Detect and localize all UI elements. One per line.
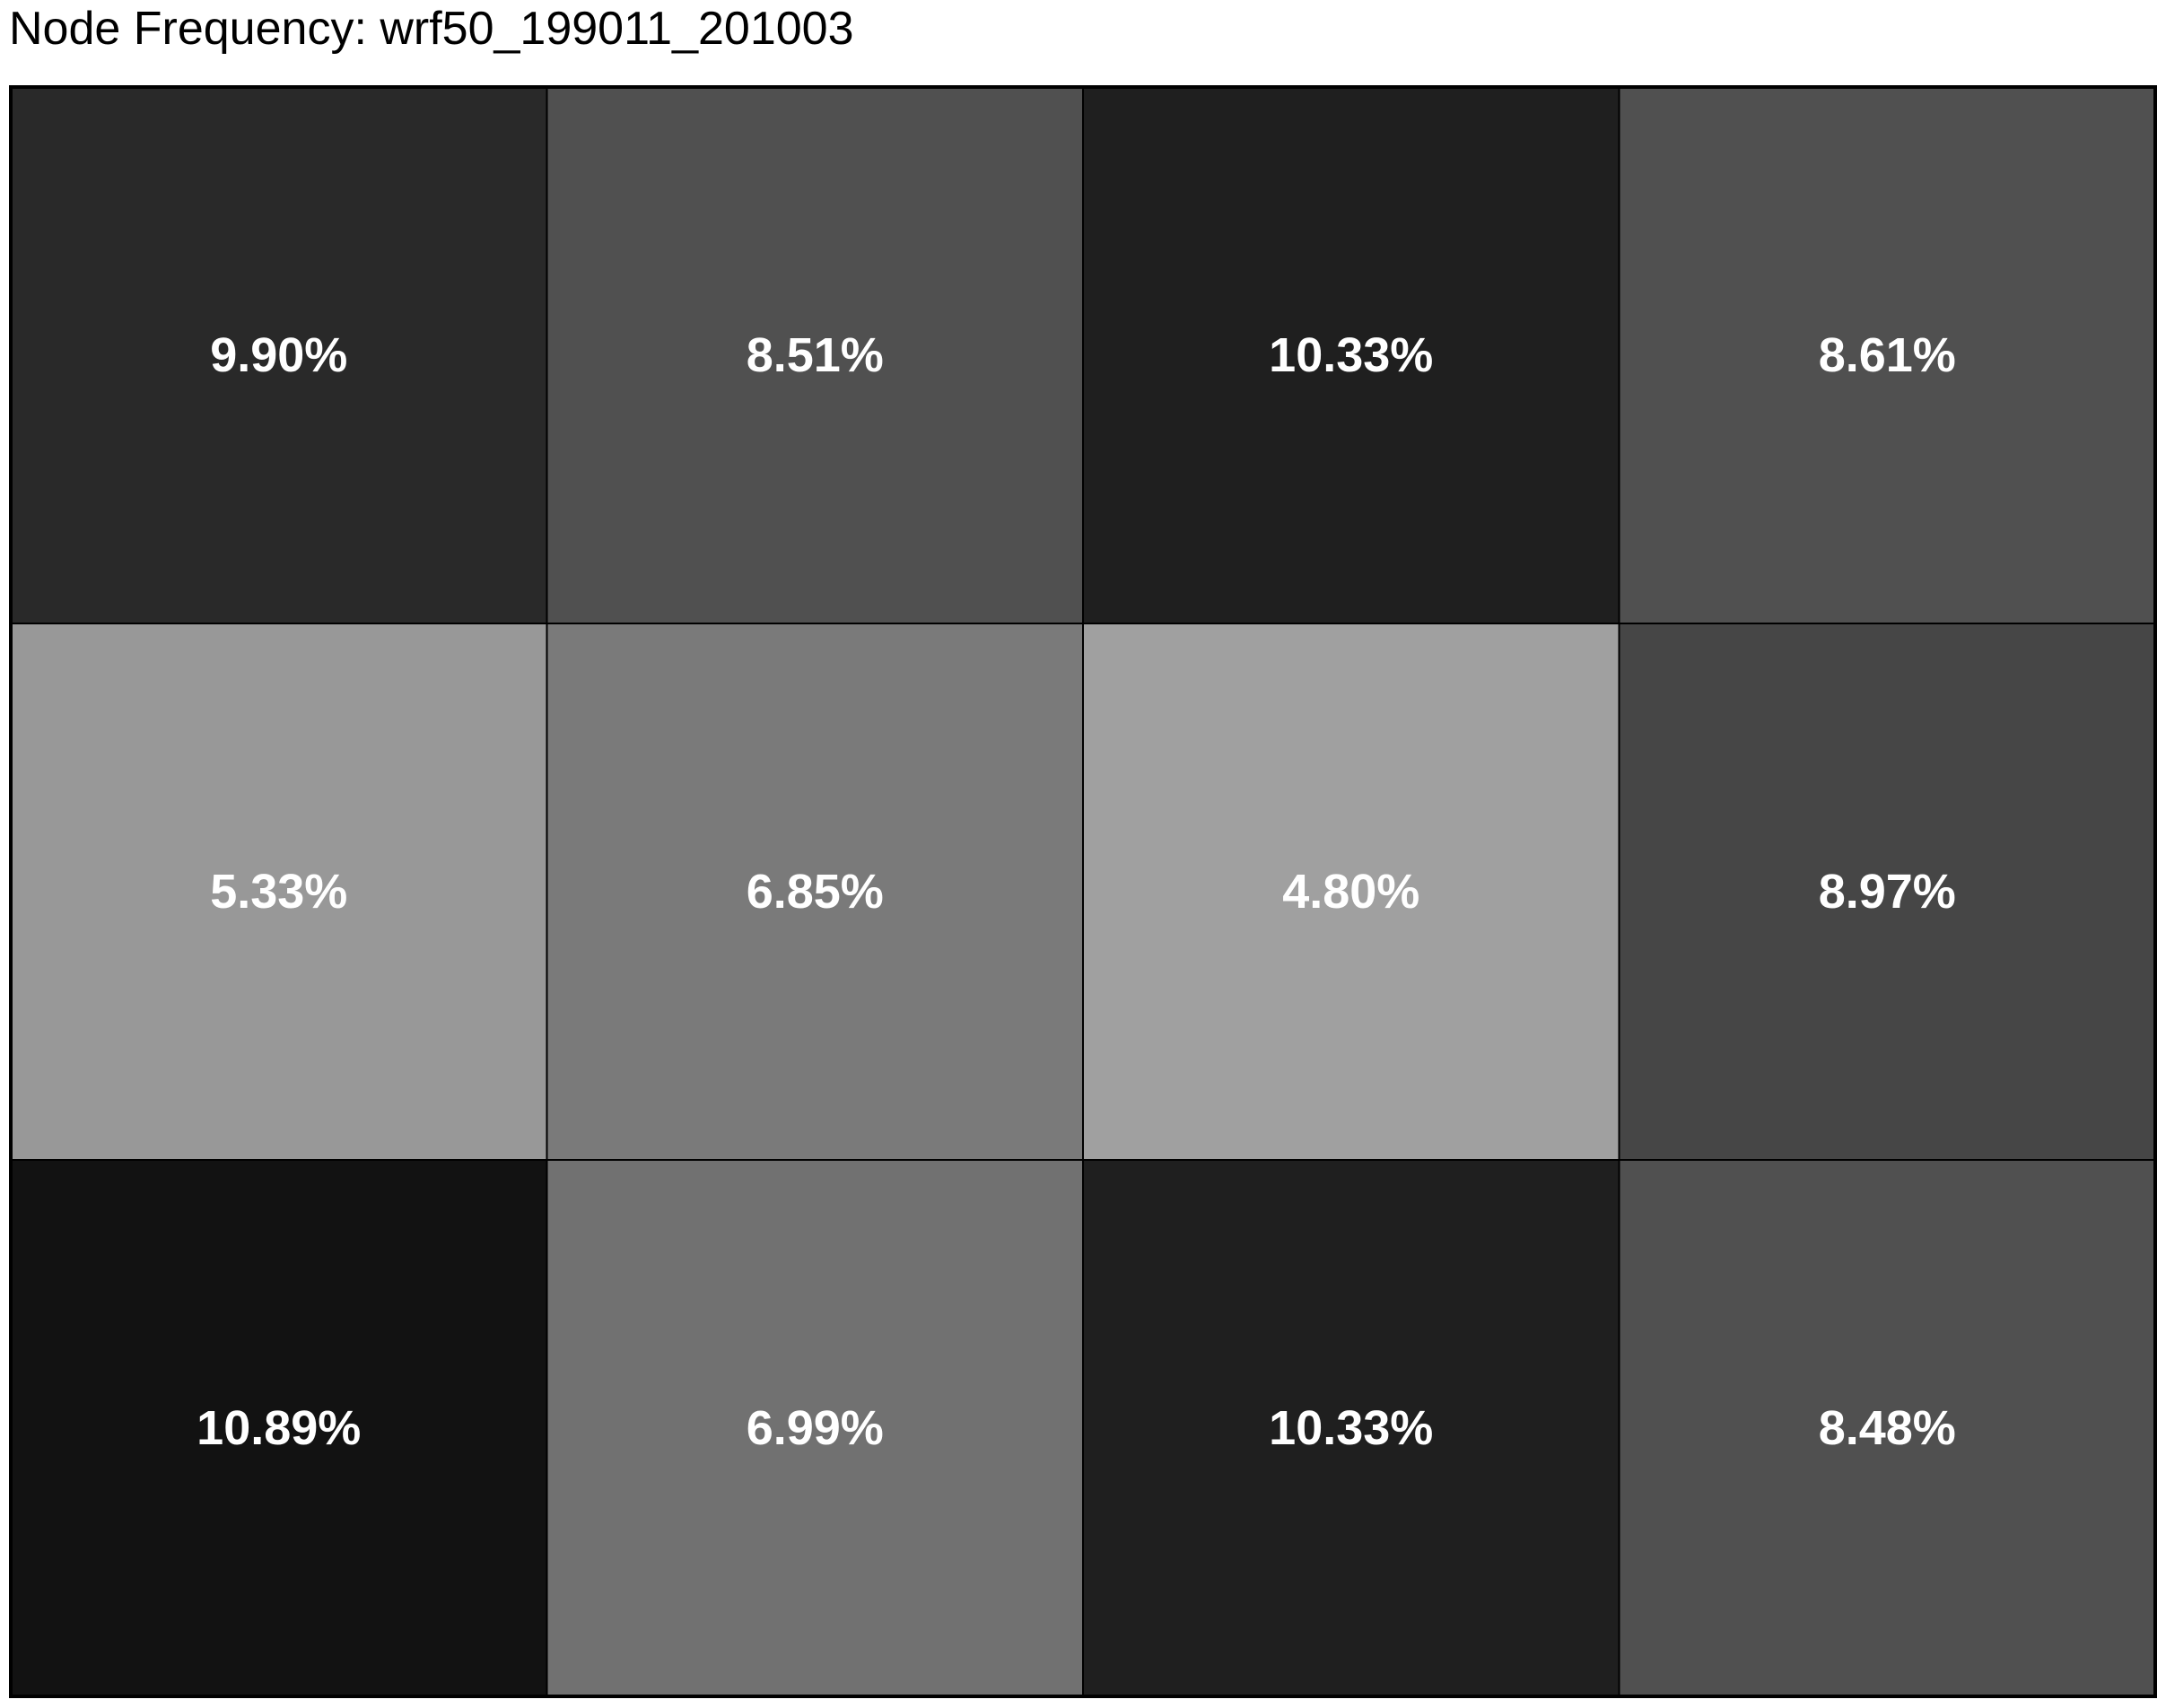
cell-value-label-r1-c3: 10.33%	[1269, 328, 1433, 382]
heatmap-cell-r1-c1	[10, 86, 548, 624]
cell-value-label-r3-c1: 10.89%	[197, 1401, 361, 1455]
cell-value-label-r3-c4: 8.48%	[1819, 1401, 1956, 1455]
cell-value-label-r2-c3: 4.80%	[1282, 865, 1419, 919]
cell-value-label-r3-c2: 6.99%	[747, 1401, 884, 1455]
cell-value-label-r1-c4: 8.61%	[1819, 328, 1956, 382]
cell-value-label-r2-c2: 6.85%	[747, 865, 884, 919]
cell-value-label-r1-c2: 8.51%	[747, 328, 884, 382]
heatmap-cell-r1-c3	[1082, 86, 1620, 624]
heatmap-cell-r2-c2	[546, 623, 1084, 1161]
cell-value-label-r2-c4: 8.97%	[1819, 865, 1956, 919]
chart-title: Node Frequency: wrf50_199011_201003	[9, 3, 854, 55]
cell-value-label-r2-c1: 5.33%	[210, 865, 347, 919]
plot-frame	[9, 85, 2157, 1698]
heatmap-cell-r2-c4	[1618, 623, 2156, 1161]
heatmap-cell-r1-c4	[1618, 86, 2156, 624]
heatmap-cell-r3-c1	[10, 1159, 548, 1697]
heatmap-cell-r3-c4	[1618, 1159, 2156, 1697]
heatmap-cell-r2-c3	[1082, 623, 1620, 1161]
cell-value-label-r1-c1: 9.90%	[210, 328, 347, 382]
heatmap-cell-r3-c2	[546, 1159, 1084, 1697]
cell-value-label-r3-c3: 10.33%	[1269, 1401, 1433, 1455]
